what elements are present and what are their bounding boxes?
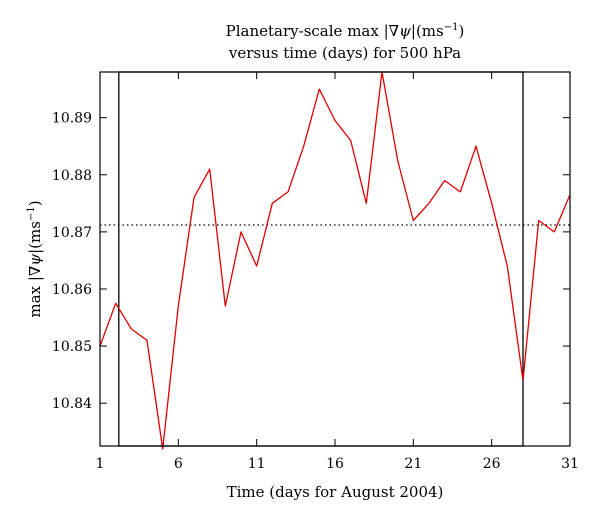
y-axis-label: max |∇ψ|(ms−1) [26,200,44,317]
x-tick-label: 21 [404,456,422,472]
chart-title-line-1: Planetary-scale max |∇ψ|(ms−1) [226,22,465,40]
plot-frame [99,71,571,447]
y-tick-label: 10.89 [52,111,92,127]
chart-title-line-2: versus time (days) for 500 hPa [228,44,461,62]
series-group [99,71,571,450]
series-line-1 [99,71,571,450]
x-tick-label: 16 [326,456,344,472]
x-tick-label: 11 [248,456,266,472]
chart-title: Planetary-scale max |∇ψ|(ms−1) versus ti… [226,22,465,62]
y-tick-label: 10.85 [52,339,92,355]
y-tick-label: 10.88 [52,168,92,184]
x-tick-label: 6 [174,456,183,472]
window-box [118,71,524,447]
x-tick-label: 31 [561,456,579,472]
y-tick-label: 10.86 [52,282,92,298]
tick-labels: 1 6 11 16 21 26 3110.8410.8510.8610.8710.8810.… [52,111,579,472]
y-tick-label: 10.84 [52,396,92,412]
y-tick-label: 10.87 [52,225,92,241]
axis-ticks [99,72,571,446]
x-tick-label: 26 [483,456,501,472]
x-tick-label: 1 [96,456,105,472]
x-axis-label: Time (days for August 2004) [227,483,444,501]
